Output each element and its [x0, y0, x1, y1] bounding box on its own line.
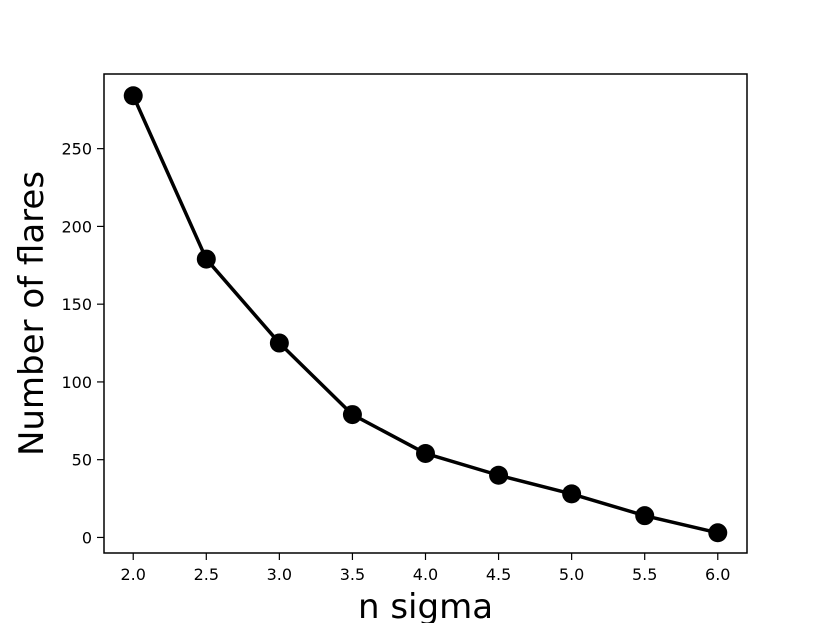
data-point [342, 405, 362, 425]
y-axis-ticks: 0 50 100 150 200 250 [61, 140, 104, 547]
series-line [131, 94, 720, 535]
data-point [196, 249, 216, 269]
x-tick-label: 5.0 [559, 565, 584, 584]
plot-frame [103, 73, 748, 554]
x-tick-label: 4.0 [413, 565, 438, 584]
y-tick-label: 0 [82, 528, 92, 547]
data-point [635, 506, 655, 526]
data-point [123, 86, 143, 106]
x-tick-label: 3.5 [340, 565, 365, 584]
y-tick-label: 200 [61, 217, 92, 236]
x-tick-label: 4.5 [486, 565, 511, 584]
x-tick-label: 6.0 [705, 565, 730, 584]
data-point [562, 484, 582, 504]
y-tick-label: 250 [61, 140, 92, 159]
data-point [708, 523, 728, 543]
x-axis-label: n sigma [358, 587, 493, 623]
data-point [416, 443, 435, 463]
y-axis-label: Number of flares [12, 171, 52, 456]
y-tick-label: 50 [72, 451, 92, 470]
x-tick-label: 5.5 [632, 565, 657, 584]
data-point [269, 333, 289, 353]
x-tick-label: 2.5 [194, 565, 219, 584]
data-point [489, 465, 509, 485]
x-tick-label: 3.0 [267, 565, 292, 584]
x-tick-label: 2.0 [121, 565, 146, 584]
series-layer [123, 86, 728, 543]
x-axis-ticks: 2.0 2.5 3.0 3.5 4.0 4.5 5.0 5.5 6.0 [121, 553, 730, 584]
y-tick-label: 150 [61, 295, 92, 314]
y-tick-label: 100 [61, 373, 92, 392]
